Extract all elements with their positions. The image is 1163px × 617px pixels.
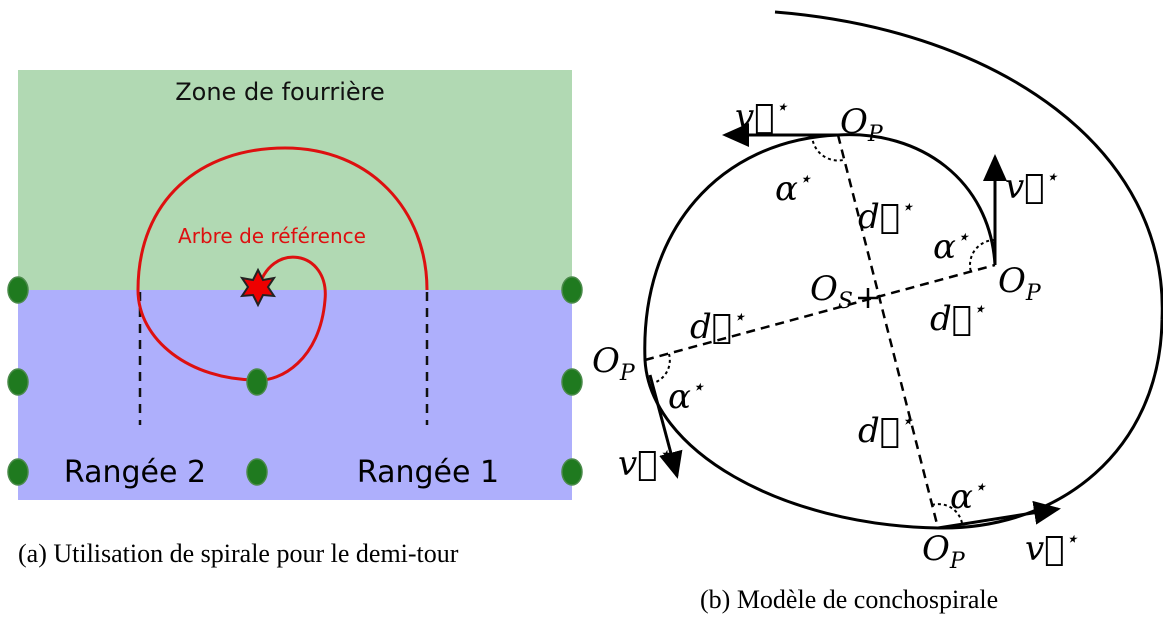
row-label: Rangée 2 — [64, 455, 206, 490]
symbol: α — [775, 169, 798, 209]
angle-label: α⋆ — [933, 225, 970, 267]
caption: (b) Modèle de conchospirale — [700, 585, 998, 614]
symbol: α — [668, 377, 691, 417]
subscript: P — [1025, 281, 1042, 306]
superscript: ⋆ — [1045, 165, 1059, 190]
subscript: P — [867, 122, 884, 147]
row-label: Rangée 1 — [357, 455, 499, 490]
spiral — [136, 146, 429, 382]
symbol: d⃗ — [690, 307, 732, 347]
symbol: d⃗ — [858, 411, 900, 451]
superscript: ⋆ — [798, 167, 812, 192]
angle-label: α⋆ — [775, 167, 812, 209]
superscript: ⋆ — [900, 409, 914, 434]
symbol: v⃗ — [1025, 529, 1065, 569]
row-zone — [18, 290, 572, 500]
superscript: ⋆ — [972, 297, 986, 322]
distance-label: d⃗⋆ — [930, 297, 986, 339]
symbol: O — [810, 269, 838, 309]
center-label: OS — [810, 269, 853, 314]
distance-label: d⃗⋆ — [858, 195, 914, 237]
superscript: ⋆ — [956, 225, 970, 250]
superscript: ⋆ — [658, 442, 672, 467]
symbol: v⃗ — [1005, 167, 1045, 207]
angle-label: α⋆ — [950, 475, 987, 517]
origin-label: OP — [998, 261, 1042, 306]
angle-label: α⋆ — [668, 375, 705, 417]
superscript: ⋆ — [691, 375, 705, 400]
symbol: O — [592, 341, 620, 381]
symbol: d⃗ — [858, 197, 900, 237]
superscript: ⋆ — [1065, 527, 1079, 552]
caption: (a) Utilisation de spirale pour le demi-… — [18, 539, 459, 568]
velocity-label: v⃗⋆ — [735, 95, 789, 137]
velocity-label: v⃗⋆ — [618, 442, 672, 484]
row-lines — [138, 292, 429, 425]
superscript: ⋆ — [732, 305, 746, 330]
symbol: O — [840, 102, 868, 142]
distance-label: d⃗⋆ — [858, 409, 914, 451]
symbol: v⃗ — [735, 97, 775, 137]
velocity-label: v⃗⋆ — [1005, 165, 1059, 207]
subscript: P — [619, 361, 636, 386]
distance-label: d⃗⋆ — [690, 305, 746, 347]
tree-label: Arbre de référence — [178, 224, 366, 248]
origin-label: OP — [840, 102, 884, 147]
angle-arcs — [655, 134, 996, 524]
velocity-label: v⃗⋆ — [1025, 527, 1079, 569]
symbol: v⃗ — [618, 444, 658, 484]
curves — [643, 10, 1163, 530]
origin-label: OP — [922, 529, 966, 574]
origin-label: OP — [592, 341, 636, 386]
zone-label: Zone de fourrière — [175, 78, 385, 106]
subscript: P — [949, 549, 966, 574]
symbol: d⃗ — [930, 299, 972, 339]
reference-tree — [239, 267, 277, 308]
symbol: α — [933, 227, 956, 267]
symbol: O — [922, 529, 950, 569]
headland-zone — [18, 70, 572, 290]
velocity-arrows — [648, 123, 1061, 530]
subscript: S — [838, 289, 853, 314]
symbol: O — [998, 261, 1026, 301]
superscript: ⋆ — [973, 475, 987, 500]
radius-lines — [644, 134, 996, 529]
superscript: ⋆ — [900, 195, 914, 220]
trees — [7, 276, 583, 486]
superscript: ⋆ — [775, 95, 789, 120]
symbol: α — [950, 477, 973, 517]
